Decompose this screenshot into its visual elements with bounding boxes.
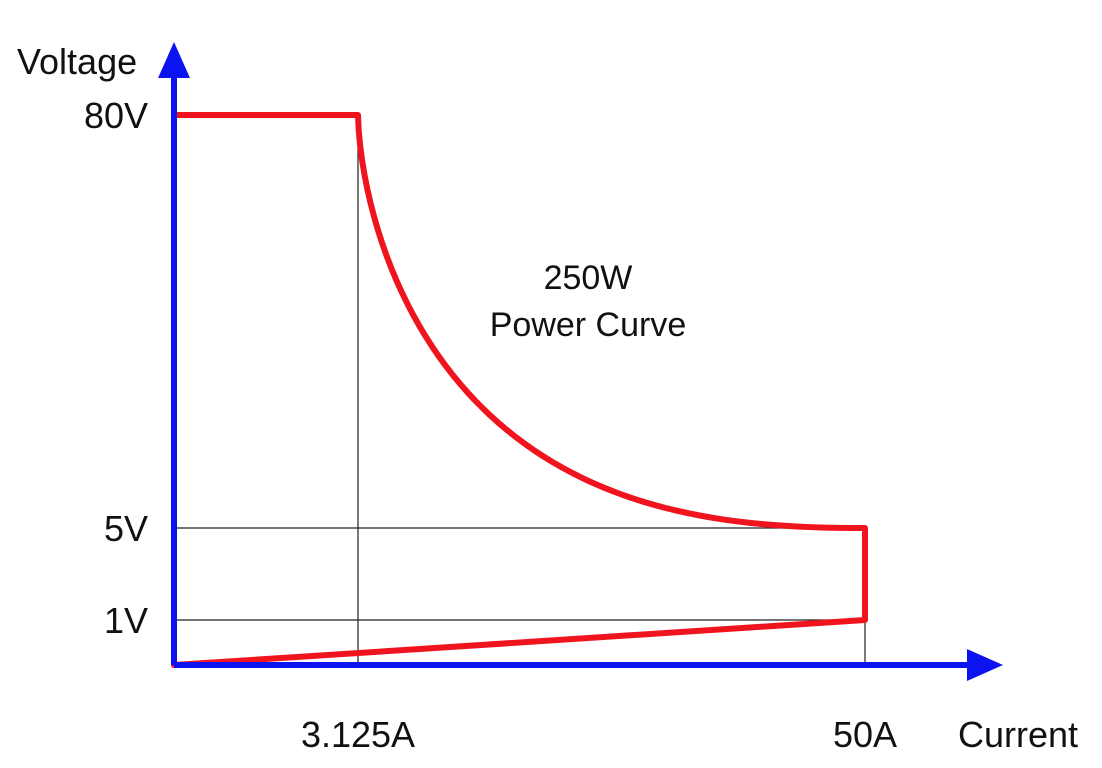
y-tick-label: 1V xyxy=(104,600,148,641)
tick-labels: 80V 5V 1V 3.125A 50A xyxy=(84,95,897,755)
x-tick-label: 50A xyxy=(833,714,897,755)
x-axis-label: Current xyxy=(958,714,1078,755)
operating-envelope xyxy=(171,112,868,668)
x-tick-label: 3.125A xyxy=(301,714,415,755)
guide-lines xyxy=(174,115,866,665)
y-axis-arrow xyxy=(158,42,190,78)
annotation-line-1: 250W xyxy=(544,259,633,297)
y-tick-label: 80V xyxy=(84,95,148,136)
annotation-line-2: Power Curve xyxy=(490,306,687,344)
power-curve-line xyxy=(171,112,868,668)
y-tick-label: 5V xyxy=(104,508,148,549)
x-axis-arrow xyxy=(967,649,1003,681)
y-axis-label: Voltage xyxy=(17,41,137,82)
axes xyxy=(158,42,1003,681)
